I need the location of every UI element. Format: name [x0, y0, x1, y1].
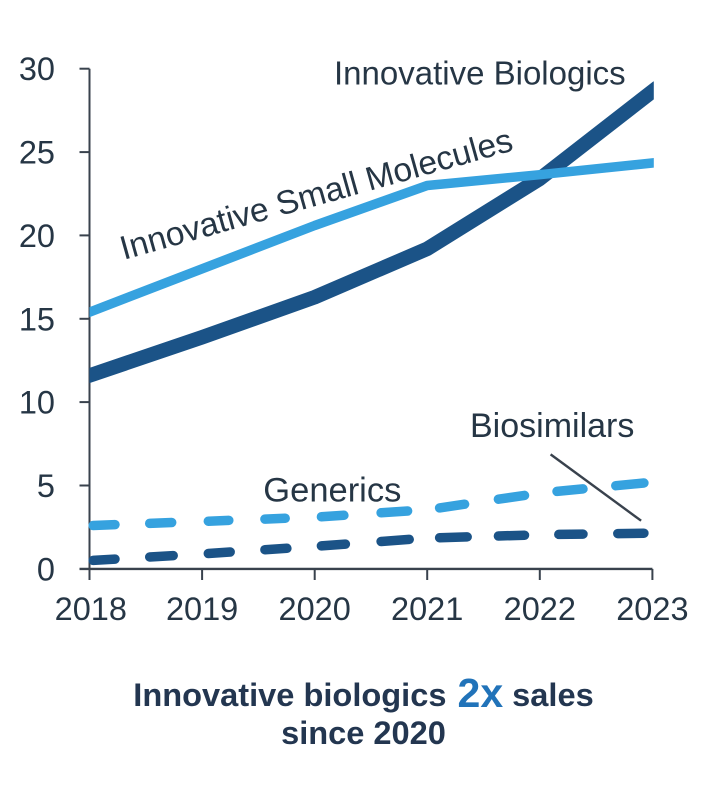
svg-text:Innovative Small Molecules: Innovative Small Molecules — [116, 122, 517, 267]
svg-text:5: 5 — [37, 468, 55, 504]
svg-text:Generics: Generics — [263, 472, 401, 510]
svg-text:Innovative Biologics: Innovative Biologics — [334, 55, 626, 92]
svg-text:2023: 2023 — [616, 591, 688, 627]
svg-text:30: 30 — [19, 51, 55, 87]
svg-text:2019: 2019 — [166, 591, 238, 627]
svg-text:20: 20 — [19, 218, 55, 254]
svg-text:2022: 2022 — [504, 591, 576, 627]
svg-text:since 2020: since 2020 — [281, 714, 446, 751]
svg-text:2021: 2021 — [391, 591, 463, 627]
svg-text:Innovative biologics 2x sales: Innovative biologics 2x sales — [133, 670, 593, 716]
svg-text:0: 0 — [37, 551, 55, 587]
svg-text:25: 25 — [19, 135, 55, 171]
svg-text:Biosimilars: Biosimilars — [470, 407, 634, 445]
svg-text:2020: 2020 — [279, 591, 351, 627]
svg-text:10: 10 — [19, 385, 55, 421]
svg-text:15: 15 — [19, 301, 55, 337]
svg-text:2018: 2018 — [55, 591, 127, 627]
